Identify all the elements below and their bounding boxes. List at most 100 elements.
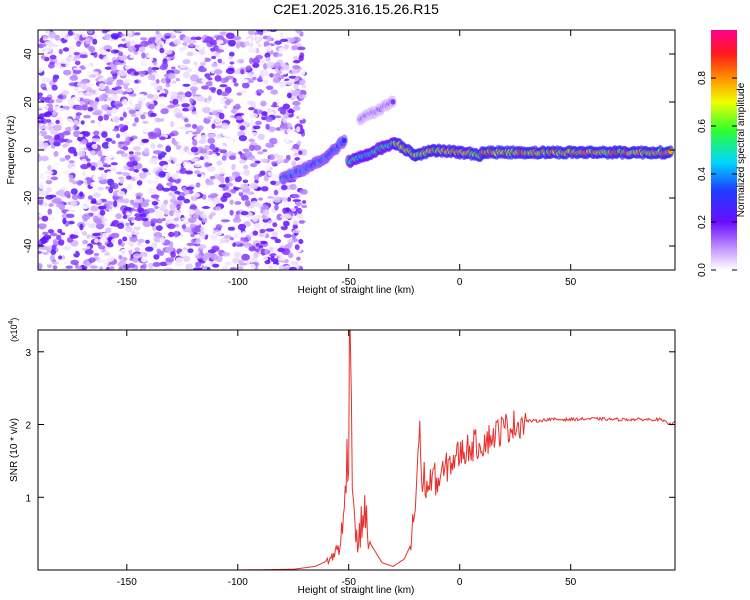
- heatmap-cell: [235, 210, 241, 215]
- heatmap-cell: [53, 124, 62, 131]
- heatmap-cell: [129, 156, 136, 162]
- heatmap-cell: [62, 217, 67, 224]
- heatmap-cell: [298, 79, 306, 85]
- heatmap-cell: [217, 58, 223, 64]
- heatmap-cell: [70, 248, 76, 255]
- heatmap-cell: [292, 100, 301, 106]
- heatmap-cell: [105, 227, 112, 234]
- heatmap-cell: [200, 213, 208, 219]
- heatmap-cell: [97, 248, 103, 252]
- heatmap-cell: [166, 223, 176, 230]
- heatmap-cell: [169, 203, 177, 211]
- heatmap-cell: [165, 257, 175, 263]
- heatmap-cell: [38, 213, 44, 218]
- heatmap-cell: [45, 179, 53, 185]
- heatmap-cell: [264, 52, 271, 59]
- heatmap-cell: [51, 244, 56, 252]
- heatmap-cell: [242, 197, 249, 201]
- heatmap-cell: [38, 43, 45, 49]
- heatmap-cell: [206, 166, 216, 173]
- heatmap-cell: [282, 118, 287, 125]
- heatmap-cell: [55, 119, 60, 124]
- heatmap-cell: [118, 266, 124, 270]
- heatmap-cell: [110, 33, 119, 40]
- heatmap-cell: [142, 120, 149, 124]
- heatmap-cell: [121, 133, 130, 138]
- heatmap-cell: [96, 199, 102, 204]
- heatmap-cell: [270, 236, 278, 240]
- heatmap-cell: [161, 218, 166, 221]
- heatmap-cell: [188, 43, 195, 48]
- heatmap-cell: [201, 85, 209, 90]
- heatmap-cell: [295, 30, 303, 34]
- heatmap-cell: [141, 52, 146, 59]
- heatmap-cell: [80, 120, 85, 125]
- heatmap-cell: [238, 135, 248, 142]
- heatmap-cell: [47, 165, 52, 171]
- heatmap-cell: [127, 216, 136, 221]
- heatmap-cell: [288, 266, 297, 270]
- heatmap-cell: [70, 200, 78, 207]
- heatmap-cell: [64, 118, 73, 126]
- heatmap-cell: [290, 261, 299, 265]
- heatmap-cell: [230, 189, 237, 194]
- heatmap-cell: [72, 68, 82, 75]
- heatmap-cell: [287, 109, 295, 114]
- heatmap-cell: [273, 62, 281, 69]
- heatmap-cell: [82, 259, 90, 267]
- heatmap-cell: [212, 263, 220, 268]
- heatmap-cell: [52, 265, 58, 270]
- heatmap-cell: [165, 246, 174, 253]
- heatmap-cell: [169, 185, 178, 192]
- heatmap-cell: [274, 189, 278, 196]
- heatmap-cell: [198, 51, 205, 56]
- heatmap-cell: [73, 67, 82, 71]
- heatmap-cell: [152, 262, 161, 267]
- heatmap-cell: [111, 238, 117, 244]
- heatmap-cell: [238, 188, 243, 193]
- heatmap-cell: [390, 99, 396, 105]
- heatmap-cell: [53, 141, 61, 147]
- heatmap-cell: [139, 213, 147, 218]
- heatmap-cell: [126, 40, 131, 48]
- heatmap-cell: [76, 40, 81, 47]
- heatmap-cell: [150, 143, 156, 149]
- heatmap-cell: [147, 93, 154, 99]
- heatmap-cell: [51, 232, 58, 237]
- heatmap-cell: [52, 239, 58, 245]
- heatmap-cell: [195, 44, 204, 51]
- heatmap-cell: [200, 226, 205, 232]
- heatmap-cell: [94, 238, 99, 244]
- heatmap-cell: [191, 123, 198, 129]
- heatmap-cell: [67, 30, 73, 36]
- heatmap-cell: [120, 242, 125, 247]
- heatmap-cell: [98, 83, 106, 91]
- heatmap-cell: [112, 74, 118, 80]
- heatmap-cell: [101, 105, 106, 111]
- heatmap-cell: [228, 56, 233, 60]
- heatmap-cell: [220, 137, 230, 142]
- heatmap-cell: [206, 266, 211, 270]
- heatmap-cell: [140, 60, 148, 67]
- heatmap-cell: [57, 40, 63, 46]
- heatmap-cell: [283, 265, 291, 269]
- heatmap-cell: [212, 100, 217, 107]
- heatmap-cell: [116, 108, 125, 116]
- heatmap-cell: [211, 55, 217, 60]
- heatmap-cell: [242, 179, 249, 184]
- heatmap-cell: [127, 233, 133, 238]
- heatmap-cell: [122, 236, 128, 242]
- heatmap-cell: [49, 54, 57, 60]
- heatmap-cell: [137, 238, 145, 243]
- heatmap-cell: [175, 257, 184, 263]
- heatmap-cell: [56, 234, 62, 241]
- heatmap-cell: [123, 206, 133, 212]
- heatmap-cell: [111, 94, 119, 100]
- heatmap-cell: [240, 68, 245, 75]
- heatmap-cell: [192, 139, 198, 146]
- heatmap-cell: [138, 172, 147, 179]
- heatmap-cell: [156, 218, 163, 224]
- heatmap-cell: [209, 175, 216, 180]
- heatmap-cell: [209, 234, 218, 240]
- heatmap-cell: [253, 215, 263, 220]
